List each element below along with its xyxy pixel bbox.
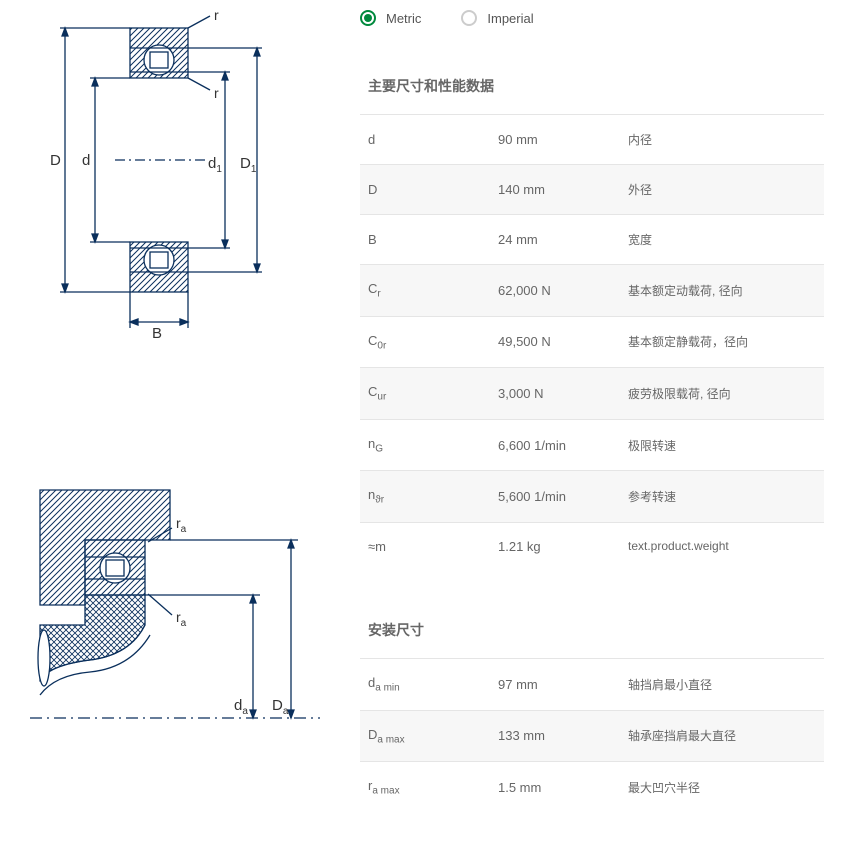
value-cell: 90 mm bbox=[490, 115, 620, 165]
value-cell: 5,600 1/min bbox=[490, 471, 620, 523]
svg-text:da: da bbox=[234, 697, 248, 717]
mounting-dimensions-title: 安装尺寸 bbox=[360, 620, 824, 640]
radio-unselected-icon bbox=[461, 10, 477, 26]
metric-radio[interactable]: Metric bbox=[360, 10, 421, 26]
symbol-cell: da min bbox=[360, 658, 490, 710]
symbol-cell: nG bbox=[360, 419, 490, 471]
svg-text:r: r bbox=[214, 85, 219, 101]
mounting-dimension-diagram: ra ra da Da bbox=[30, 480, 300, 740]
value-cell: 1.5 mm bbox=[490, 762, 620, 813]
value-cell: 49,500 N bbox=[490, 316, 620, 368]
symbol-cell: D bbox=[360, 165, 490, 215]
value-cell: 140 mm bbox=[490, 165, 620, 215]
bearing-cross-section-diagram: D d d1 D1 B r r bbox=[30, 10, 300, 340]
svg-text:ra: ra bbox=[176, 515, 187, 535]
svg-text:d: d bbox=[82, 152, 90, 169]
svg-text:d1: d1 bbox=[208, 155, 222, 175]
description-cell: 极限转速 bbox=[620, 419, 824, 471]
svg-text:D: D bbox=[50, 152, 61, 169]
diagram-1-svg: D d d1 D1 B r r bbox=[30, 10, 300, 340]
value-cell: 133 mm bbox=[490, 710, 620, 762]
description-cell: text.product.weight bbox=[620, 522, 824, 570]
table-row: Cr62,000 N基本额定动载荷, 径向 bbox=[360, 265, 824, 317]
description-cell: 宽度 bbox=[620, 215, 824, 265]
symbol-cell: Cr bbox=[360, 265, 490, 317]
svg-text:r: r bbox=[214, 10, 219, 23]
symbol-cell: Da max bbox=[360, 710, 490, 762]
table-row: Cur3,000 N疲劳极限载荷, 径向 bbox=[360, 368, 824, 420]
description-cell: 最大凹穴半径 bbox=[620, 762, 824, 813]
table-row: Da max133 mm轴承座挡肩最大直径 bbox=[360, 710, 824, 762]
symbol-cell: Cur bbox=[360, 368, 490, 420]
value-cell: 3,000 N bbox=[490, 368, 620, 420]
radio-selected-icon bbox=[360, 10, 376, 26]
table-row: nϑr5,600 1/min参考转速 bbox=[360, 471, 824, 523]
diagram-2-svg: ra ra da Da bbox=[30, 480, 320, 740]
description-cell: 轴挡肩最小直径 bbox=[620, 658, 824, 710]
symbol-cell: ≈m bbox=[360, 522, 490, 570]
table-row: ra max1.5 mm最大凹穴半径 bbox=[360, 762, 824, 813]
symbol-cell: nϑr bbox=[360, 471, 490, 523]
table-row: B24 mm宽度 bbox=[360, 215, 824, 265]
description-cell: 轴承座挡肩最大直径 bbox=[620, 710, 824, 762]
description-cell: 基本额定动载荷, 径向 bbox=[620, 265, 824, 317]
value-cell: 24 mm bbox=[490, 215, 620, 265]
main-dimensions-title: 主要尺寸和性能数据 bbox=[360, 76, 824, 96]
value-cell: 97 mm bbox=[490, 658, 620, 710]
description-cell: 疲劳极限载荷, 径向 bbox=[620, 368, 824, 420]
table-row: nG6,600 1/min极限转速 bbox=[360, 419, 824, 471]
description-cell: 参考转速 bbox=[620, 471, 824, 523]
description-cell: 基本额定静载荷，径向 bbox=[620, 316, 824, 368]
imperial-label: Imperial bbox=[487, 11, 533, 26]
imperial-radio[interactable]: Imperial bbox=[461, 10, 533, 26]
symbol-cell: C0r bbox=[360, 316, 490, 368]
unit-selector: Metric Imperial bbox=[360, 10, 824, 26]
svg-text:D1: D1 bbox=[240, 155, 257, 175]
value-cell: 1.21 kg bbox=[490, 522, 620, 570]
description-cell: 内径 bbox=[620, 115, 824, 165]
table-row: D140 mm外径 bbox=[360, 165, 824, 215]
svg-text:ra: ra bbox=[176, 609, 187, 629]
table-row: ≈m1.21 kgtext.product.weight bbox=[360, 522, 824, 570]
value-cell: 62,000 N bbox=[490, 265, 620, 317]
symbol-cell: d bbox=[360, 115, 490, 165]
metric-label: Metric bbox=[386, 11, 421, 26]
symbol-cell: B bbox=[360, 215, 490, 265]
main-dimensions-table: d90 mm内径D140 mm外径B24 mm宽度Cr62,000 N基本额定动… bbox=[360, 114, 824, 570]
symbol-cell: ra max bbox=[360, 762, 490, 813]
table-row: d90 mm内径 bbox=[360, 115, 824, 165]
table-row: C0r49,500 N基本额定静载荷，径向 bbox=[360, 316, 824, 368]
svg-text:Da: Da bbox=[272, 697, 289, 717]
description-cell: 外径 bbox=[620, 165, 824, 215]
table-row: da min97 mm轴挡肩最小直径 bbox=[360, 658, 824, 710]
value-cell: 6,600 1/min bbox=[490, 419, 620, 471]
mounting-dimensions-table: da min97 mm轴挡肩最小直径Da max133 mm轴承座挡肩最大直径r… bbox=[360, 658, 824, 813]
svg-text:B: B bbox=[152, 325, 162, 340]
